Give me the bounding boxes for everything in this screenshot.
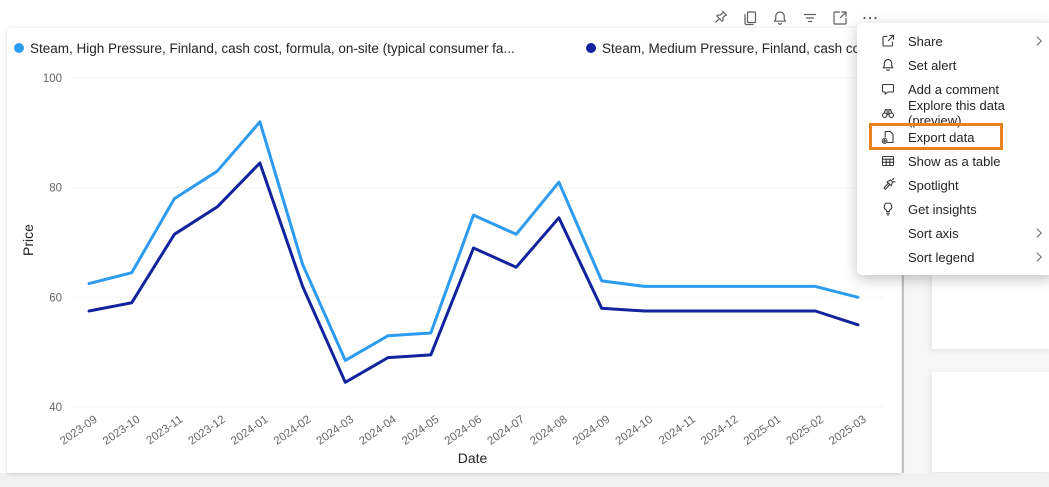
menu-item-label: Add a comment xyxy=(908,81,1000,97)
more-options-icon[interactable] xyxy=(861,9,879,27)
background-visual-card xyxy=(932,372,1049,472)
menu-item-label: Explore this data (preview) xyxy=(908,98,1005,128)
no-icon-spacer xyxy=(880,225,896,241)
x-tick-label: 2023-11 xyxy=(144,414,185,448)
chevron-right-icon xyxy=(1033,227,1045,239)
menu-item-label: Spotlight xyxy=(908,177,959,193)
copy-icon[interactable] xyxy=(741,9,759,27)
bell-icon xyxy=(880,57,896,73)
legend-dot xyxy=(14,43,24,53)
x-tick-label: 2024-01 xyxy=(229,414,270,448)
x-tick-label: 2024-08 xyxy=(528,414,569,448)
menu-item-spotlight[interactable]: Spotlight xyxy=(857,173,1049,197)
menu-item-label: Show as a table xyxy=(908,153,1001,169)
x-tick-label: 2025-03 xyxy=(827,414,868,448)
alert-bell-icon[interactable] xyxy=(771,9,789,27)
legend-label: Steam, High Pressure, Finland, cash cost… xyxy=(30,40,515,56)
x-tick-label: 2024-04 xyxy=(357,413,399,447)
series-line[interactable] xyxy=(87,161,860,384)
menu-item-label: Set alert xyxy=(908,57,957,73)
menu-item-label: Share xyxy=(908,33,943,49)
menu-item-sort-legend[interactable]: Sort legend xyxy=(857,245,1049,269)
menu-item-explore-data[interactable]: Explore this data (preview) xyxy=(857,98,1049,128)
x-tick-label: 2024-07 xyxy=(485,414,526,448)
x-tick-label: 2024-03 xyxy=(315,414,356,448)
x-tick-label: 2023-09 xyxy=(58,414,99,448)
chevron-right-icon xyxy=(1033,251,1045,263)
lightbulb-icon xyxy=(880,201,896,217)
x-tick-label: 2024-05 xyxy=(400,414,441,448)
canvas-divider xyxy=(902,272,904,473)
page-background xyxy=(0,473,1049,487)
no-icon-spacer xyxy=(880,249,896,265)
visual-header-toolbar xyxy=(711,7,879,29)
y-tick-label: 40 xyxy=(49,402,62,414)
menu-item-share[interactable]: Share xyxy=(857,29,1049,53)
menu-item-label: Sort axis xyxy=(908,225,959,241)
chevron-right-icon xyxy=(1033,35,1045,47)
x-tick-label: 2024-10 xyxy=(614,414,655,448)
menu-item-get-insights[interactable]: Get insights xyxy=(857,197,1049,221)
x-tick-label: 2023-10 xyxy=(101,414,142,448)
legend-label: Steam, Medium Pressure, Finland, cash co… xyxy=(602,40,872,56)
x-tick-label: 2023-12 xyxy=(186,414,227,448)
visual-options-menu: Share Set alert Add a comment Explore th… xyxy=(857,23,1049,275)
focus-mode-icon[interactable] xyxy=(831,9,849,27)
y-tick-label: 60 xyxy=(49,292,62,304)
menu-item-add-comment[interactable]: Add a comment xyxy=(857,77,1049,101)
line-chart-visual-card[interactable] xyxy=(7,28,901,473)
x-tick-label: 2025-01 xyxy=(742,414,783,448)
spotlight-icon xyxy=(880,177,896,193)
export-data-icon xyxy=(880,129,896,145)
x-tick-label: 2024-12 xyxy=(699,414,740,448)
x-tick-label: 2024-02 xyxy=(272,414,313,448)
menu-item-label: Get insights xyxy=(908,201,977,217)
binoculars-icon xyxy=(880,105,896,121)
x-tick-label: 2024-09 xyxy=(571,414,612,448)
y-tick-label: 80 xyxy=(49,183,62,195)
x-tick-label: 2024-11 xyxy=(657,414,698,448)
filter-icon[interactable] xyxy=(801,9,819,27)
menu-item-set-alert[interactable]: Set alert xyxy=(857,53,1049,77)
y-axis-title: Price xyxy=(20,224,36,256)
legend-dot xyxy=(586,43,596,53)
menu-item-label: Sort legend xyxy=(908,249,975,265)
x-tick-label: 2024-06 xyxy=(443,414,484,448)
x-axis-title: Date xyxy=(457,450,488,466)
table-icon xyxy=(880,153,896,169)
x-tick-label: 2025-02 xyxy=(785,414,826,448)
menu-item-export-data[interactable]: Export data xyxy=(857,125,1049,149)
series-line[interactable] xyxy=(87,120,860,362)
pin-icon[interactable] xyxy=(711,9,729,27)
y-tick-label: 100 xyxy=(43,73,62,85)
legend-item-medium-pressure[interactable]: Steam, Medium Pressure, Finland, cash co… xyxy=(586,40,871,56)
menu-item-label: Export data xyxy=(908,129,975,145)
background-visual-card xyxy=(932,273,1049,349)
menu-item-show-as-table[interactable]: Show as a table xyxy=(857,149,1049,173)
menu-item-sort-axis[interactable]: Sort axis xyxy=(857,221,1049,245)
share-icon xyxy=(880,33,896,49)
legend-item-high-pressure[interactable]: Steam, High Pressure, Finland, cash cost… xyxy=(14,40,515,56)
comment-icon xyxy=(880,81,896,97)
